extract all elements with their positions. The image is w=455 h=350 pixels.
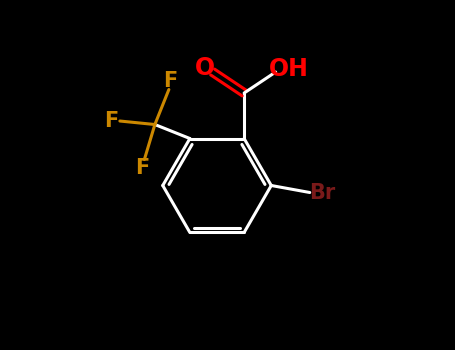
Text: OH: OH [269, 56, 309, 80]
Text: F: F [163, 71, 178, 91]
Text: O: O [195, 56, 215, 80]
Text: F: F [136, 158, 150, 178]
Text: Br: Br [309, 182, 335, 203]
Text: F: F [104, 111, 118, 131]
